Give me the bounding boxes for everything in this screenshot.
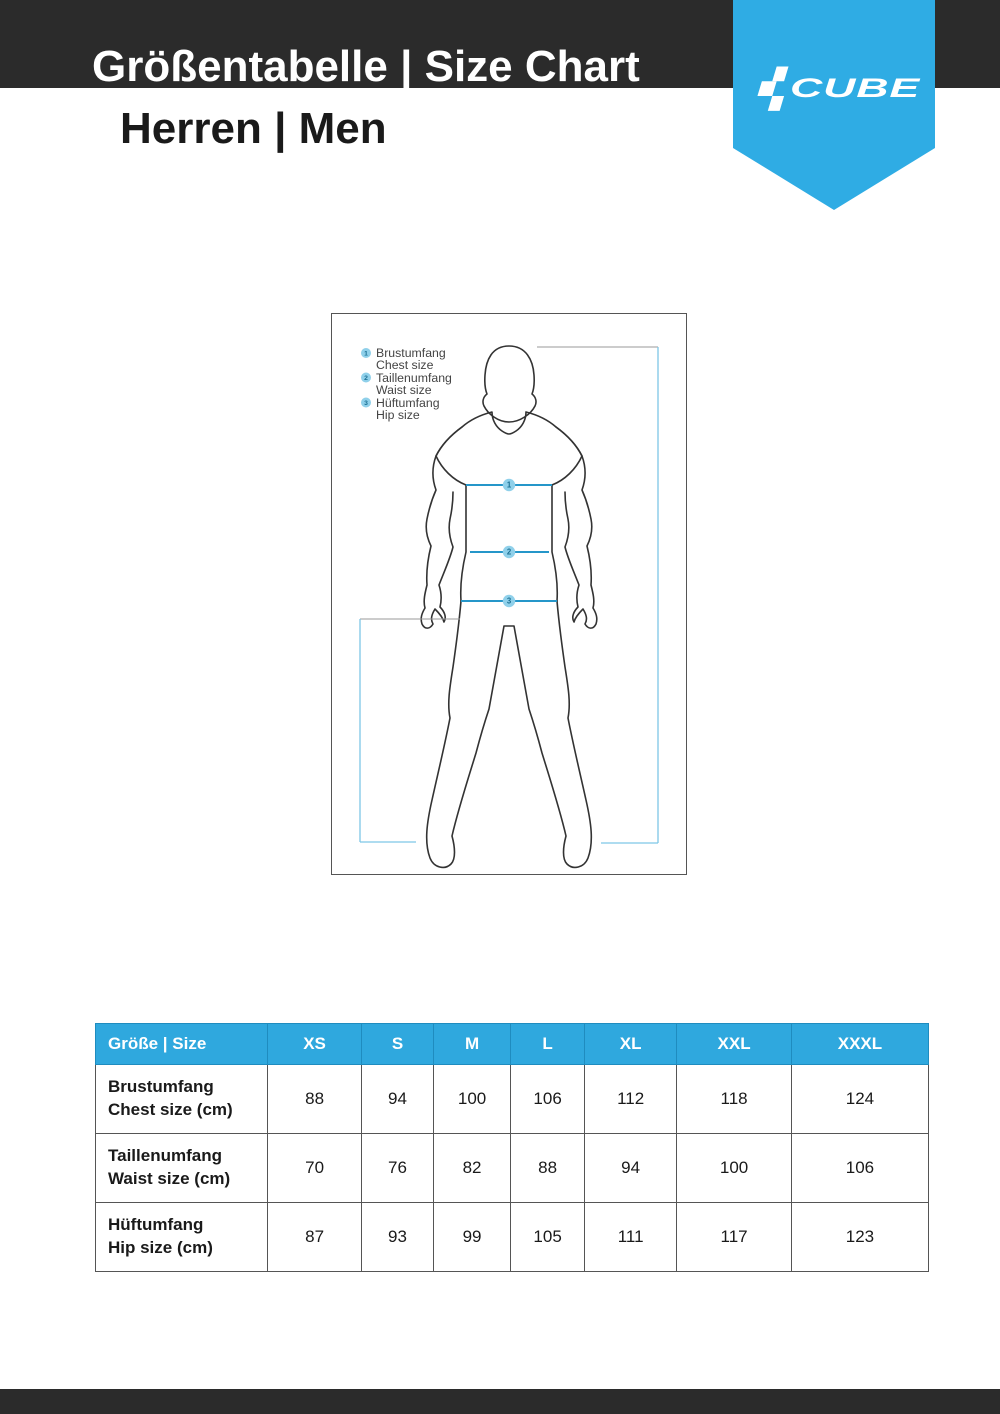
svg-text:2: 2 xyxy=(364,375,368,382)
svg-text:Hip size: Hip size xyxy=(376,408,420,422)
svg-text:1: 1 xyxy=(507,481,512,490)
svg-text:1: 1 xyxy=(364,351,368,358)
svg-text:3: 3 xyxy=(364,400,368,407)
svg-text:CUBE: CUBE xyxy=(790,73,921,103)
svg-text:Chest size: Chest size xyxy=(376,358,434,372)
svg-text:2: 2 xyxy=(507,548,512,557)
svg-text:Waist size: Waist size xyxy=(376,383,432,397)
svg-text:3: 3 xyxy=(507,597,512,606)
